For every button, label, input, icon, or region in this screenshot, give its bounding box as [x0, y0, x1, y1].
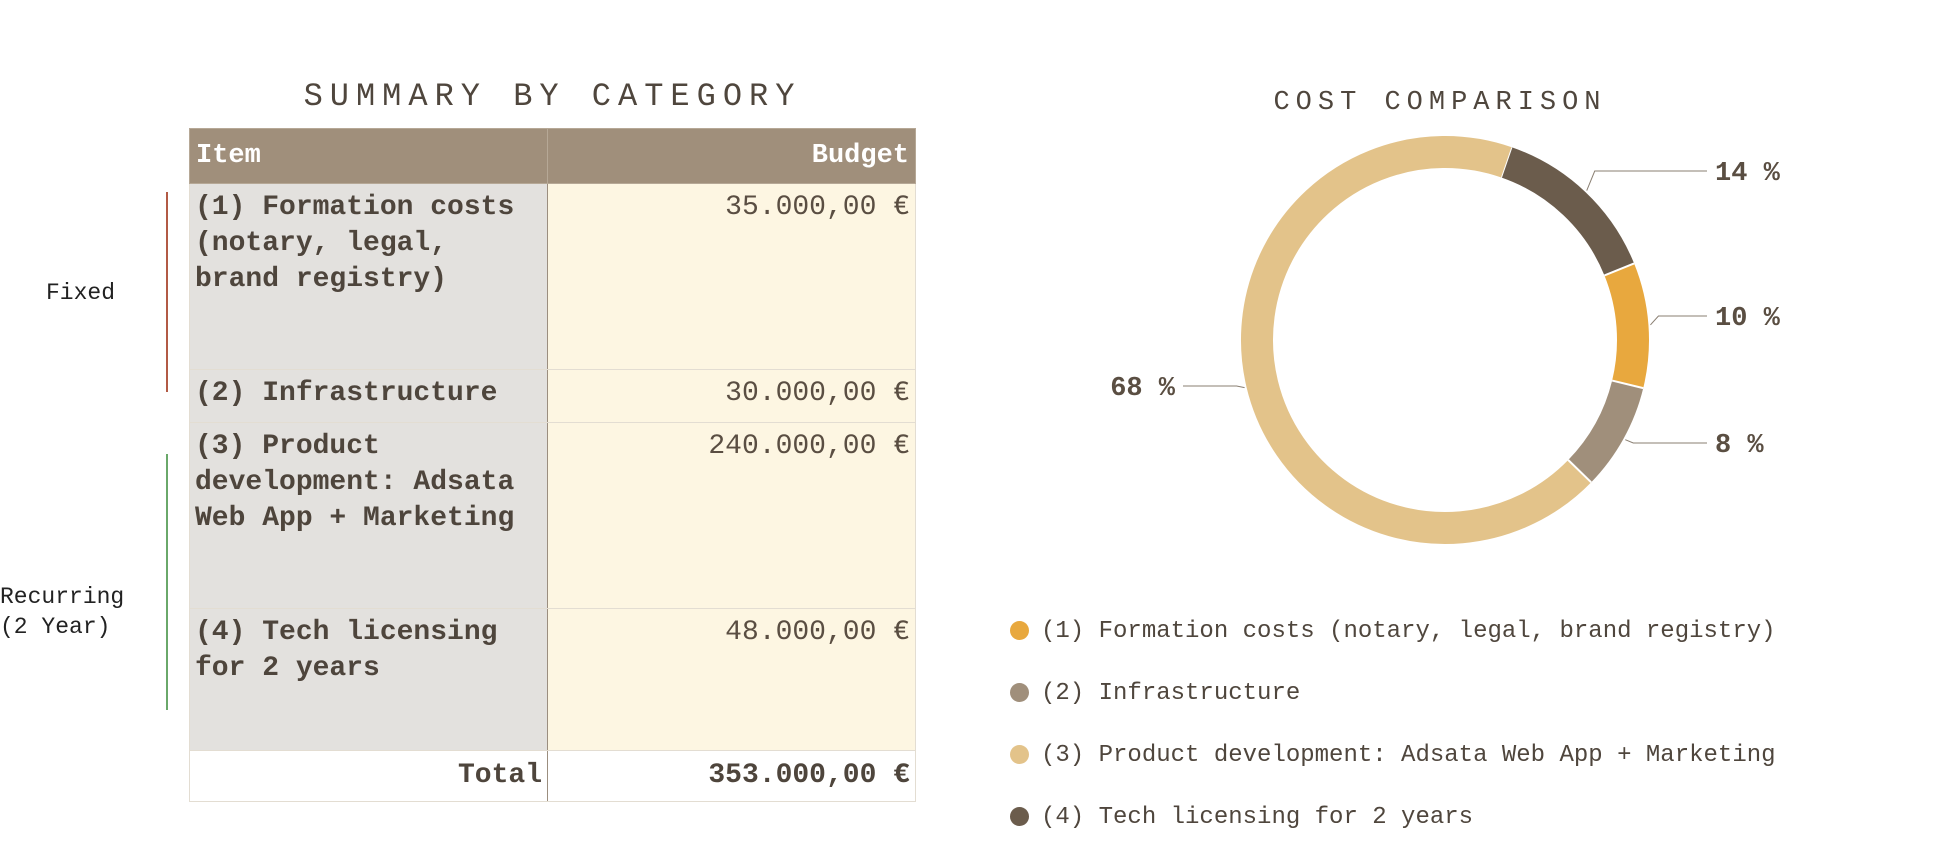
- total-label: Total: [189, 750, 548, 802]
- chart-title: COST COMPARISON: [1273, 88, 1607, 118]
- slice-separator: [1604, 262, 1635, 277]
- total-row: Total 353.000,00 €: [189, 750, 916, 802]
- table-row: (3) Product development: Adsata Web App …: [189, 422, 916, 609]
- legend-label: (4) Tech licensing for 2 years: [1041, 804, 1474, 831]
- row-item-licensing: (4) Tech licensing for 2 years: [189, 608, 548, 751]
- group-label-recurring: Recurring (2 Year): [0, 584, 125, 640]
- table-title: SUMMARY BY CATEGORY: [303, 78, 802, 115]
- header-budget: Budget: [547, 128, 916, 184]
- leader-line-4: [1586, 170, 1707, 191]
- leader-line-2: [1625, 439, 1707, 444]
- fixed-bracket: [166, 192, 168, 392]
- slice-separator: [1567, 459, 1592, 484]
- row-item-infrastructure: (2) Infrastructure: [189, 369, 548, 423]
- legend-item: (2) Infrastructure: [1010, 680, 1300, 707]
- row-budget-formation: 35.000,00 €: [547, 183, 916, 370]
- budget-table: Item Budget (1) Formation costs (notary,…: [189, 128, 916, 802]
- row-budget-licensing: 48.000,00 €: [547, 608, 916, 751]
- legend-swatch: [1010, 621, 1029, 641]
- pct-label-3: 68 %: [1110, 374, 1176, 404]
- legend-swatch: [1010, 807, 1029, 827]
- donut-slice-4: [1500, 147, 1635, 276]
- legend-label: (1) Formation costs (notary, legal, bran…: [1041, 618, 1776, 645]
- row-item-formation: (1) Formation costs (notary, legal, bran…: [189, 183, 548, 370]
- slice-separator: [1611, 379, 1644, 390]
- legend-item: (1) Formation costs (notary, legal, bran…: [1010, 618, 1776, 645]
- legend-item: (3) Product development: Adsata Web App …: [1010, 742, 1776, 769]
- legend-label: (2) Infrastructure: [1041, 680, 1301, 707]
- group-label-fixed: Fixed: [46, 280, 116, 306]
- table-row: (1) Formation costs (notary, legal, bran…: [189, 183, 916, 370]
- leader-line-3: [1183, 385, 1245, 389]
- row-budget-product: 240.000,00 €: [547, 422, 916, 609]
- donut-slice-1: [1604, 263, 1649, 389]
- table-row: (2) Infrastructure 30.000,00 €: [189, 369, 916, 423]
- leader-line-1: [1650, 315, 1707, 326]
- legend-label: (3) Product development: Adsata Web App …: [1041, 742, 1776, 769]
- legend-swatch: [1010, 683, 1029, 703]
- donut-slice-2: [1567, 380, 1644, 483]
- row-item-product: (3) Product development: Adsata Web App …: [189, 422, 548, 609]
- recurring-bracket: [166, 454, 168, 710]
- row-budget-infrastructure: 30.000,00 €: [547, 369, 916, 423]
- donut-slice-3: [1241, 136, 1592, 544]
- donut-chart: 14 % 10 % 8 % 68 %: [1110, 136, 1781, 544]
- legend-swatch: [1010, 745, 1029, 765]
- header-item: Item: [189, 128, 548, 184]
- pct-label-4: 14 %: [1715, 159, 1781, 189]
- pct-label-2: 8 %: [1715, 431, 1764, 461]
- legend-item: (4) Tech licensing for 2 years: [1010, 804, 1473, 831]
- table-row: (4) Tech licensing for 2 years 48.000,00…: [189, 608, 916, 751]
- pct-label-1: 10 %: [1715, 304, 1781, 334]
- total-value: 353.000,00 €: [547, 750, 916, 802]
- table-header-row: Item Budget: [189, 128, 916, 184]
